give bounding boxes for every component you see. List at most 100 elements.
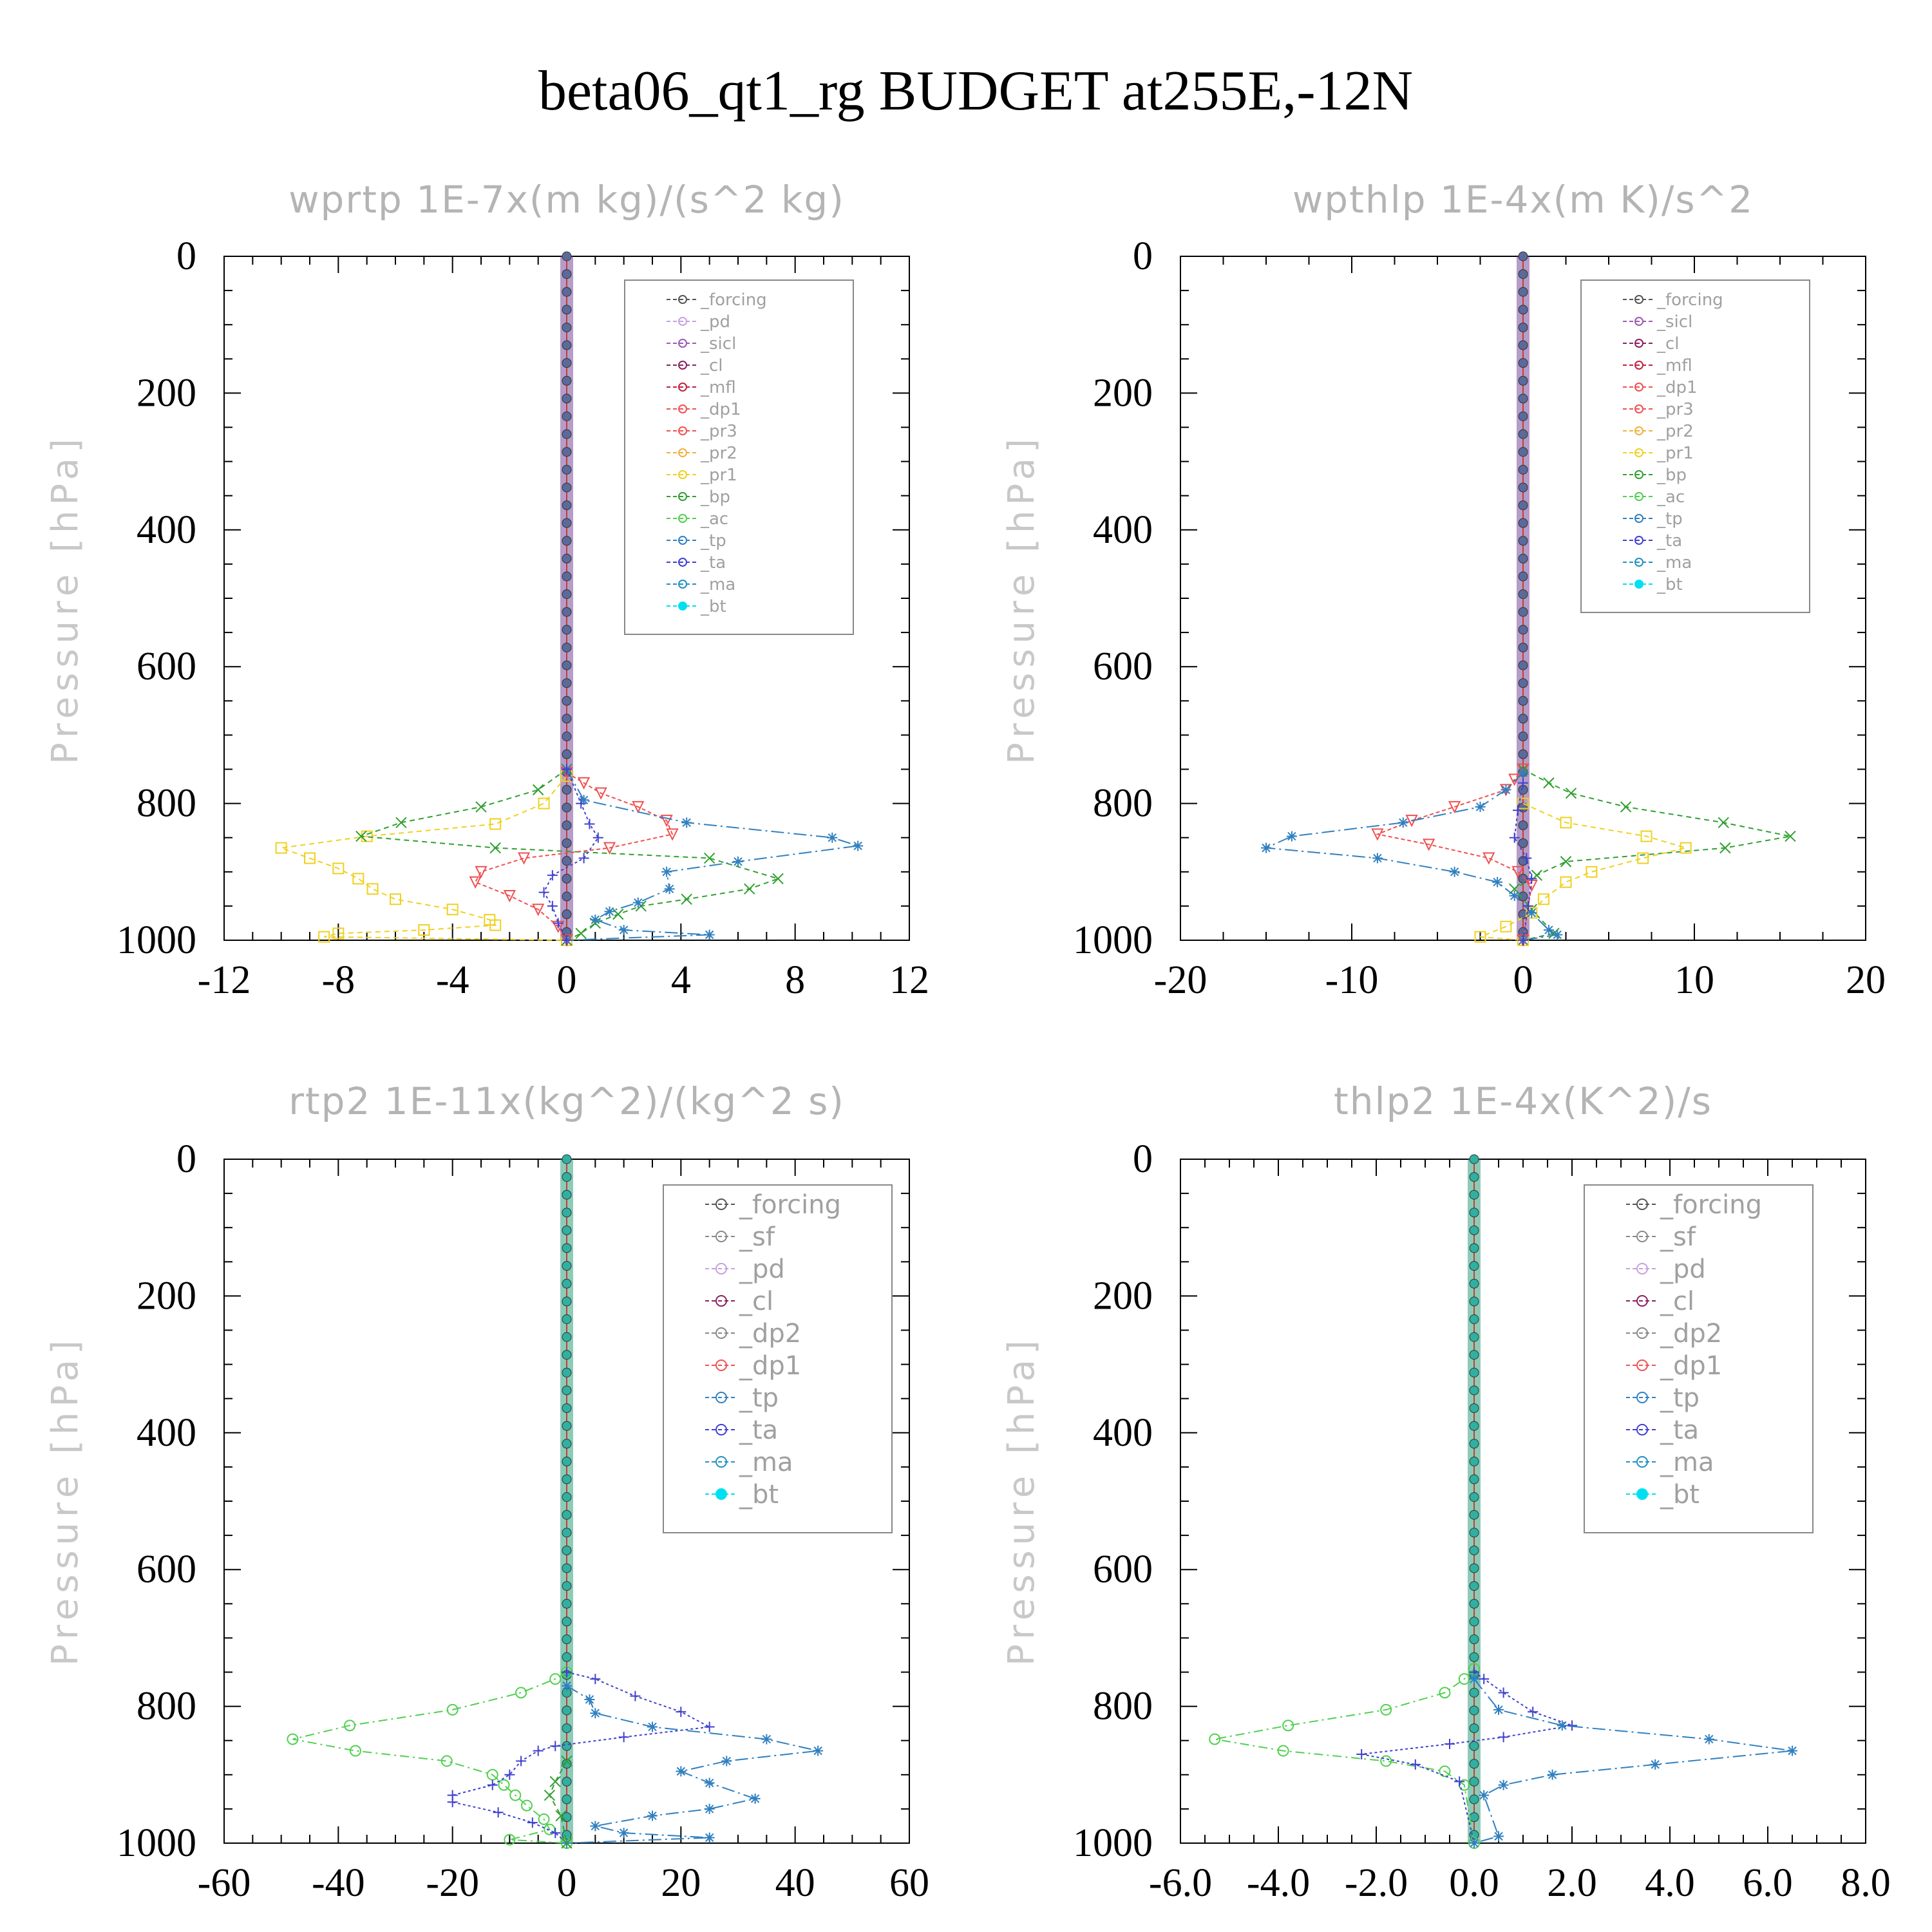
legend-box xyxy=(663,1184,893,1533)
data-point xyxy=(538,797,550,810)
zero-marker xyxy=(1518,642,1528,652)
legend-marker xyxy=(1636,1359,1648,1371)
series-tp xyxy=(562,1680,824,1848)
data-point xyxy=(704,1777,715,1788)
zero-marker xyxy=(562,1154,572,1164)
data-point xyxy=(576,798,587,809)
series-line xyxy=(292,1671,567,1844)
data-point xyxy=(1557,1720,1567,1731)
legend-marker xyxy=(715,1456,727,1468)
zero-marker xyxy=(1469,1492,1479,1502)
x-tick-label: 8.0 xyxy=(1841,1861,1891,1905)
x-tick-label: 60 xyxy=(889,1861,929,1905)
data-point xyxy=(590,1708,601,1719)
legend-label: _dp1 xyxy=(1660,1351,1722,1381)
data-point xyxy=(594,787,607,800)
series-pr3 xyxy=(469,766,679,947)
data-point xyxy=(744,883,755,895)
zero-marker xyxy=(562,873,572,884)
legend-label: _ma xyxy=(1660,1448,1714,1477)
data-point xyxy=(475,866,488,879)
legend-label: _cl xyxy=(1656,334,1680,354)
data-point xyxy=(318,931,330,943)
y-tick-label: 600 xyxy=(1093,1548,1153,1591)
zero-marker xyxy=(562,1705,572,1716)
zero-marker xyxy=(1469,1723,1479,1734)
zero-marker xyxy=(1518,696,1528,706)
data-point xyxy=(664,884,675,895)
data-point xyxy=(681,893,692,905)
legend-marker xyxy=(1636,1263,1648,1274)
data-point xyxy=(647,1810,658,1821)
zero-marker xyxy=(1469,1278,1479,1289)
zero-marker xyxy=(1518,838,1528,848)
x-tick-label: -20 xyxy=(426,1861,479,1905)
zero-marker xyxy=(562,358,572,368)
legend-label: _dp1 xyxy=(700,400,741,419)
x-tick-label: 8 xyxy=(785,958,805,1002)
series-ta xyxy=(447,1667,715,1848)
data-point xyxy=(1439,1687,1451,1699)
zero-marker xyxy=(562,891,572,902)
zero-marker xyxy=(1469,1794,1479,1804)
data-point xyxy=(287,1733,299,1745)
legend-marker xyxy=(1634,448,1643,457)
data-point xyxy=(503,889,516,903)
legend-label: _ta xyxy=(700,553,726,573)
zero-marker xyxy=(1518,553,1528,564)
zero-marker xyxy=(1518,714,1528,724)
data-point xyxy=(666,828,679,841)
zero-marker xyxy=(562,1492,572,1502)
zero-marker xyxy=(1469,1510,1479,1520)
zero-marker xyxy=(1518,607,1528,617)
zero-marker xyxy=(1469,1776,1479,1786)
panel-title: rtp2 1E-11x(kg^2)/(kg^2 s) xyxy=(289,1079,845,1123)
y-tick-label: 800 xyxy=(1093,1685,1153,1728)
y-tick-label: 1000 xyxy=(117,918,196,962)
data-point xyxy=(612,908,624,920)
x-tick-label: -2.0 xyxy=(1345,1861,1408,1905)
legend-marker xyxy=(678,514,687,523)
zero-marker xyxy=(1518,287,1528,297)
legend-box xyxy=(1580,279,1810,613)
data-point xyxy=(440,1755,453,1767)
x-tick-label: -4 xyxy=(436,958,469,1002)
y-tick-label: 400 xyxy=(1093,508,1153,552)
zero-marker xyxy=(1469,1172,1479,1182)
series-line xyxy=(361,768,781,941)
data-point xyxy=(603,842,616,855)
data-point xyxy=(1526,873,1537,884)
legend-marker xyxy=(1634,492,1643,501)
legend-marker xyxy=(678,317,687,326)
zero-marker xyxy=(562,820,572,831)
legend: _forcing_pd_sicl _cl _mfl _dp1 _pr3 _pr2 _pr1 _… xyxy=(624,279,854,635)
data-point xyxy=(504,1833,516,1846)
zero-marker xyxy=(1518,678,1528,688)
zero-marker xyxy=(562,287,572,297)
legend-marker xyxy=(678,361,687,370)
zero-marker xyxy=(1518,412,1528,422)
x-tick-label: -8 xyxy=(322,958,355,1002)
data-point xyxy=(1501,784,1511,795)
zero-marker xyxy=(1518,891,1528,902)
legend-marker xyxy=(1634,383,1643,392)
data-point xyxy=(561,1837,573,1849)
zero-marker xyxy=(1469,1652,1479,1662)
legend-label: _sicl xyxy=(700,334,736,354)
legend-marker xyxy=(1634,295,1643,304)
zero-marker xyxy=(1518,429,1528,439)
data-point xyxy=(355,830,367,842)
series-line xyxy=(1215,1668,1475,1844)
data-point xyxy=(517,852,531,865)
zero-marker xyxy=(562,464,572,475)
zero-marker xyxy=(1518,269,1528,279)
data-point xyxy=(1380,1755,1392,1767)
zero-marker xyxy=(1469,1812,1479,1823)
data-point xyxy=(1469,1674,1479,1685)
legend-label: _ma xyxy=(739,1448,793,1477)
y-tick-label: 200 xyxy=(137,1274,196,1318)
data-point xyxy=(590,1674,601,1685)
data-point xyxy=(1479,1790,1490,1801)
zero-marker xyxy=(1469,1705,1479,1716)
data-point xyxy=(553,918,564,929)
